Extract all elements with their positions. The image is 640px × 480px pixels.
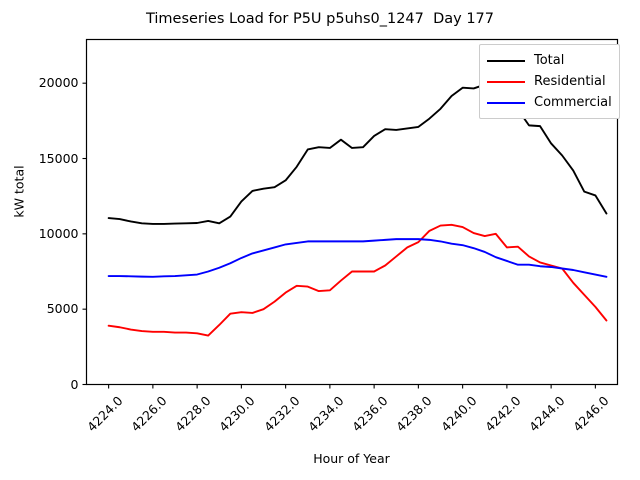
y-tick-label: 15000 [38,150,79,166]
y-tick-label: 20000 [38,75,79,91]
y-axis-ticks [82,82,87,386]
x-axis-ticks [108,384,596,389]
legend-label: Residential [534,74,606,89]
y-tick-label: 5000 [46,301,79,317]
y-axis-label: kW total [11,165,27,218]
y-tick-label: 0 [70,376,79,392]
legend-label: Commercial [534,95,612,110]
legend-swatch-total-icon [487,59,525,62]
legend-item-total[interactable]: Total [487,50,612,71]
x-axis-label: Hour of Year [313,451,390,466]
chart-title: Timeseries Load for P5U p5uhs0_1247 Day … [145,11,495,27]
chart-legend: Total Residential Commercial [479,44,620,119]
legend-item-residential[interactable]: Residential [487,71,612,92]
legend-label: Total [534,53,565,68]
legend-item-commercial[interactable]: Commercial [487,92,612,113]
legend-swatch-residential-icon [487,80,525,83]
legend-swatch-commercial-icon [487,101,525,104]
series-line-residential [107,223,608,337]
series-line-commercial [107,238,608,278]
y-tick-label: 10000 [38,225,79,241]
